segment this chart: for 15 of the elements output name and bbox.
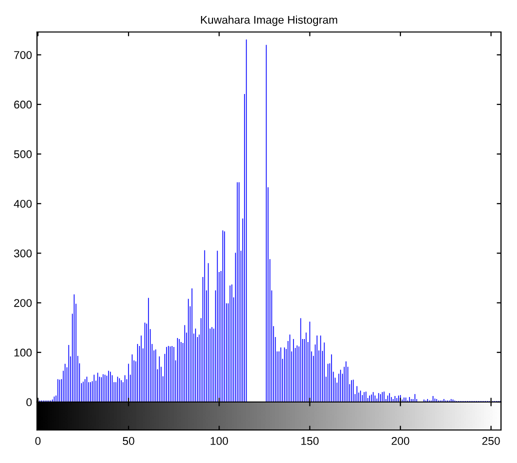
x-tick-label: 200 [392,437,410,445]
y-tick-label: 200 [14,299,32,307]
x-tick-label: 0 [35,437,41,445]
y-tick-label: 0 [26,398,32,406]
x-tick-label: 50 [122,437,134,445]
y-tick-label: 500 [14,150,32,158]
chart-title: Kuwahara Image Histogram [201,16,338,26]
y-tick-label: 400 [14,200,32,208]
y-tick-label: 300 [14,249,32,258]
x-tick-label: 100 [210,437,228,445]
y-tick-label: 700 [14,51,32,59]
y-tick-label: 100 [14,348,32,357]
x-tick-label: 150 [301,437,319,445]
x-tick-label: 250 [482,437,500,445]
y-tick-label: 600 [14,100,32,109]
